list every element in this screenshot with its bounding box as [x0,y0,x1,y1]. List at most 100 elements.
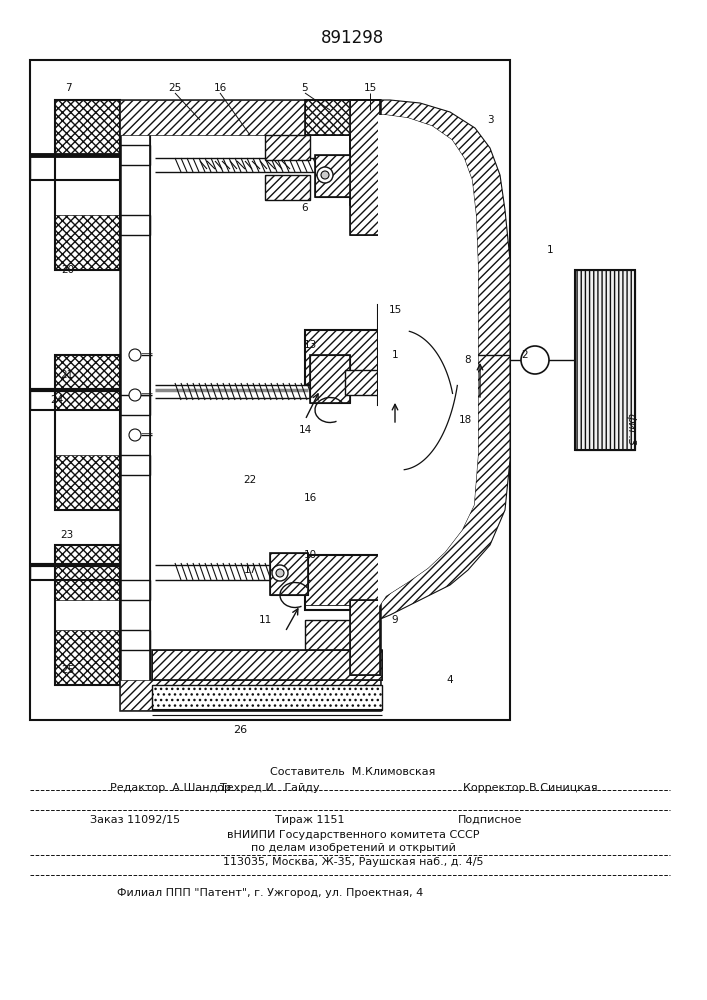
Text: 15: 15 [363,83,377,93]
Text: 3: 3 [486,115,493,125]
Bar [265,135,310,160]
Bar [55,455,120,510]
Text: 22: 22 [243,475,257,485]
Bar [55,545,120,600]
Text: 8: 8 [464,355,472,365]
Text: 1: 1 [547,245,554,255]
Text: 4: 4 [447,675,453,685]
Text: 16: 16 [303,493,317,503]
Text: 21: 21 [60,370,74,380]
Text: фиг.3: фиг.3 [625,413,635,447]
Bar [310,355,350,403]
Bar [350,135,378,205]
Bar [305,555,380,605]
Bar [120,100,380,135]
Bar [120,215,150,235]
Circle shape [321,171,329,179]
Bar [120,145,150,165]
Bar [305,330,380,385]
Text: 11: 11 [258,615,271,625]
Circle shape [129,389,141,401]
Bar [120,395,150,415]
Text: Редактор  А.Шандор: Редактор А.Шандор [110,783,231,793]
Bar [305,655,380,675]
Bar [305,330,380,385]
Bar [305,100,380,135]
Bar [120,680,380,710]
Bar [120,455,150,475]
Text: 13: 13 [303,340,317,350]
Text: Корректор В.Синицкая: Корректор В.Синицкая [462,783,597,793]
Bar [55,545,120,685]
Bar [120,100,380,710]
Text: 15: 15 [388,305,402,315]
Bar [55,355,120,410]
Text: Филиал ППП "Патент", г. Ужгород, ул. Проектная, 4: Филиал ППП "Патент", г. Ужгород, ул. Про… [117,888,423,898]
Bar [378,305,398,405]
Circle shape [272,565,288,581]
Text: 10: 10 [303,550,317,560]
Bar [55,100,120,155]
Text: Подписное: Подписное [458,815,522,825]
Text: Составитель  М.Климовская: Составитель М.Климовская [270,767,436,777]
Text: 17: 17 [243,565,257,575]
Bar [305,620,380,650]
Bar [305,100,380,135]
Text: 14: 14 [298,425,312,435]
Circle shape [521,346,549,374]
Bar [310,355,350,403]
Bar [350,100,380,235]
Text: вНИИПИ Государственного комитета СССР: вНИИПИ Государственного комитета СССР [227,830,479,840]
Bar [350,600,380,675]
Text: 891298: 891298 [322,29,385,47]
Text: 9: 9 [392,615,398,625]
Bar [350,100,380,235]
Bar [55,630,120,685]
Text: 5: 5 [302,83,308,93]
Polygon shape [378,115,478,608]
Circle shape [276,569,284,577]
Bar [345,370,380,395]
Bar [378,378,403,398]
Text: 20: 20 [62,265,74,275]
Text: 1: 1 [392,350,398,360]
Bar [55,355,120,510]
Bar [305,620,380,650]
Bar [350,600,380,675]
Text: 16: 16 [214,83,227,93]
Text: 7: 7 [64,83,71,93]
Bar [345,370,380,395]
Circle shape [129,429,141,441]
Bar [305,100,380,135]
Text: 18: 18 [458,415,472,425]
Bar [305,555,380,610]
Bar [350,135,378,205]
Bar [120,630,150,650]
Text: Заказ 11092/15: Заказ 11092/15 [90,815,180,825]
Polygon shape [535,350,547,370]
Circle shape [317,167,333,183]
Bar [152,650,382,680]
Text: 25: 25 [62,665,75,675]
Bar [265,135,310,160]
Text: 24: 24 [50,395,64,405]
Bar [55,215,120,270]
Bar [152,685,382,710]
Bar [305,655,380,675]
Text: 23: 23 [60,530,74,540]
Text: Техред И.  Гайду: Техред И. Гайду [220,783,320,793]
Bar [265,175,310,200]
Bar [152,650,382,680]
Bar [270,553,308,595]
Text: 113035, Москва, Ж-35, Раушская наб., д. 4/5: 113035, Москва, Ж-35, Раушская наб., д. … [223,857,484,867]
Bar [575,270,635,450]
Text: 6: 6 [302,203,308,213]
Text: 25: 25 [168,83,182,93]
Bar [30,60,510,720]
Text: 2: 2 [522,350,528,360]
Bar [152,685,382,710]
Text: Тираж 1151: Тираж 1151 [275,815,345,825]
Bar [265,175,310,200]
Bar [270,553,308,595]
Bar [315,155,353,197]
